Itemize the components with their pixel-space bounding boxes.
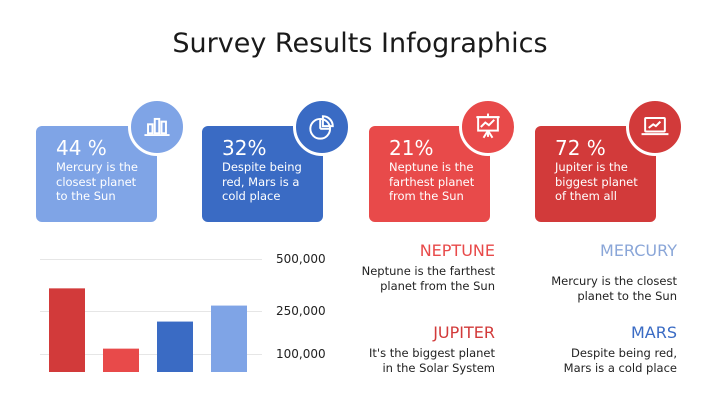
info-heading-mars: MARS: [630, 323, 677, 342]
stat-description: Despite being red, Mars is a cold place: [222, 160, 302, 203]
gridline: [40, 311, 262, 312]
presentation-chart-icon: [459, 98, 517, 156]
chart-bar: [157, 321, 193, 372]
y-tick-label: 100,000: [276, 347, 326, 361]
pie-chart-icon: [293, 98, 351, 156]
stat-percent: 21%: [389, 136, 434, 160]
info-heading-neptune: NEPTUNE: [419, 241, 495, 260]
info-text-neptune: Neptune is the farthest planet from the …: [361, 264, 495, 293]
y-tick-label: 250,000: [276, 304, 326, 318]
stat-description: Neptune is the farthest planet from the …: [389, 160, 475, 203]
info-text-mars: Despite being red, Mars is a cold place: [563, 346, 677, 375]
info-heading-jupiter: JUPITER: [433, 323, 495, 342]
stat-card-mars: 32% Despite being red, Mars is a cold pl…: [202, 126, 323, 222]
stat-description: Jupiter is the biggest planet of them al…: [555, 160, 638, 203]
page-title: Survey Results Infographics: [172, 28, 548, 59]
stat-percent: 72 %: [555, 136, 606, 160]
info-text-mercury: Mercury is the closest planet to the Sun: [551, 274, 677, 303]
y-tick-label: 500,000: [276, 252, 326, 266]
gridline: [40, 259, 262, 260]
chart-bar: [103, 348, 139, 372]
info-text-jupiter: It's the biggest planet in the Solar Sys…: [369, 346, 495, 375]
stat-percent: 44 %: [56, 136, 107, 160]
bar-chart: [49, 288, 247, 372]
stat-description: Mercury is the closest planet to the Sun: [56, 160, 138, 203]
chart-bar: [49, 288, 85, 372]
stat-percent: 32%: [222, 136, 267, 160]
chart-bar: [211, 305, 247, 372]
info-heading-mercury: MERCURY: [600, 241, 677, 260]
bar-chart-icon: [128, 98, 186, 156]
laptop-chart-icon: [626, 98, 684, 156]
gridline: [40, 354, 262, 355]
